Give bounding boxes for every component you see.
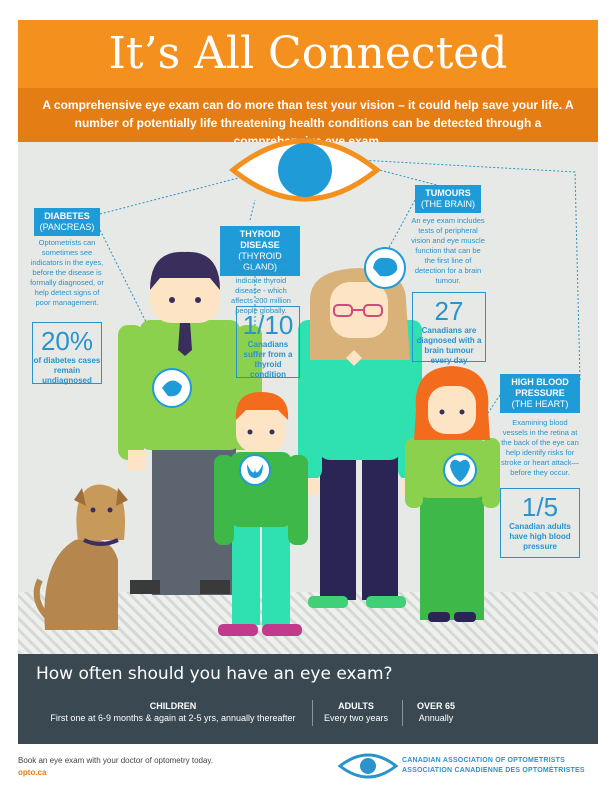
blood-pressure-description: Examining blood vessels in the retina at…	[501, 418, 579, 477]
diabetes-subtitle: (PANCREAS)	[39, 222, 95, 232]
mother-figure	[298, 247, 422, 608]
tumours-description: An eye exam includes tests of peripheral…	[411, 216, 485, 285]
thyroid-icon	[247, 464, 263, 478]
blood-pressure-subtitle: (THE HEART)	[511, 399, 569, 409]
blood-pressure-stat-box: 1/5 Canadian adults have high blood pres…	[500, 488, 580, 558]
org-name-french: ASSOCIATION CANADIENNE DES OPTOMÉTRISTES	[402, 767, 585, 774]
tumours-subtitle: (THE BRAIN)	[421, 199, 475, 209]
thyroid-title: THYROID DISEASE	[239, 229, 281, 250]
tumours-stat-text: Canadians are diagnosed with a brain tum…	[416, 326, 482, 365]
footer-call-to-action: Book an eye exam with your doctor of opt…	[18, 756, 214, 765]
thyroid-stat: 1/10	[242, 310, 294, 340]
diabetes-label: DIABETES (PANCREAS)	[34, 208, 100, 236]
pancreas-icon	[162, 380, 182, 397]
frequency-over-65-heading: OVER 65	[416, 701, 456, 711]
tumours-label: TUMOURS (THE BRAIN)	[415, 185, 481, 213]
brain-icon	[373, 257, 398, 277]
footer-link[interactable]: opto.ca	[18, 768, 47, 777]
thyroid-description: Changes such as bulging eyes can indicat…	[231, 256, 291, 315]
tumours-stat: 27	[434, 296, 464, 326]
diabetes-stat: 20%	[40, 326, 94, 356]
heart-icon	[450, 459, 470, 482]
diabetes-stat-box: 20% of diabetes cases remain undiagnosed	[32, 322, 102, 385]
tumours-stat-box: 27 Canadians are diagnosed with a brain …	[412, 292, 486, 365]
connector-diabetes	[99, 174, 251, 215]
blood-pressure-stat: 1/5	[521, 492, 559, 522]
exam-question: How often should you have an eye exam?	[36, 664, 393, 684]
exam-frequency-bar	[18, 654, 598, 744]
blood-pressure-label: HIGH BLOOD PRESSURE (THE HEART)	[500, 374, 580, 413]
son-figure	[214, 392, 308, 636]
org-name: CANADIAN ASSOCIATION OF OPTOMETRISTS ASS…	[402, 756, 585, 776]
frequency-adults-heading: ADULTS	[338, 701, 374, 711]
frequency-divider	[402, 700, 403, 726]
cao-logo-icon	[337, 753, 399, 779]
frequency-divider	[312, 700, 313, 726]
org-name-english: CANADIAN ASSOCIATION OF OPTOMETRISTS	[402, 757, 566, 764]
eye-icon	[229, 138, 381, 202]
frequency-adults-text: Every two years	[323, 713, 389, 723]
thyroid-label: THYROID DISEASE (THYROID GLAND)	[220, 226, 300, 276]
thyroid-stat-text: Canadians suffer from a thyroid conditio…	[243, 340, 293, 379]
frequency-row: CHILDREN First one at 6-9 months & again…	[18, 694, 578, 734]
frequency-over-65-text: Annually	[418, 713, 454, 723]
diabetes-title: DIABETES	[44, 211, 90, 221]
dog-figure	[33, 484, 128, 630]
frequency-children: CHILDREN First one at 6-9 months & again…	[38, 700, 308, 724]
frequency-adults: ADULTS Every two years	[316, 700, 396, 724]
thyroid-subtitle: (THYROID GLAND)	[238, 251, 282, 272]
frequency-over-65: OVER 65 Annually	[404, 700, 468, 724]
diabetes-stat-text: of diabetes cases remain undiagnosed	[33, 356, 101, 385]
frequency-children-text: First one at 6-9 months & again at 2-5 y…	[50, 713, 296, 723]
connector-thyroid	[249, 199, 256, 221]
blood-pressure-title: HIGH BLOOD PRESSURE	[511, 377, 569, 398]
blood-pressure-stat-text: Canadian adults have high blood pressure	[509, 522, 571, 551]
page-title: It’s All Connected	[18, 20, 598, 88]
daughter-figure	[405, 366, 500, 622]
frequency-children-heading: CHILDREN	[149, 701, 197, 711]
diabetes-description: Optometrists can sometimes see indicator…	[30, 238, 104, 307]
thyroid-stat-box: 1/10 Canadians suffer from a thyroid con…	[236, 306, 300, 379]
tumours-title: TUMOURS	[425, 188, 471, 198]
connector-blood-pressure	[359, 159, 581, 381]
connector-tumours-organ	[384, 199, 416, 256]
